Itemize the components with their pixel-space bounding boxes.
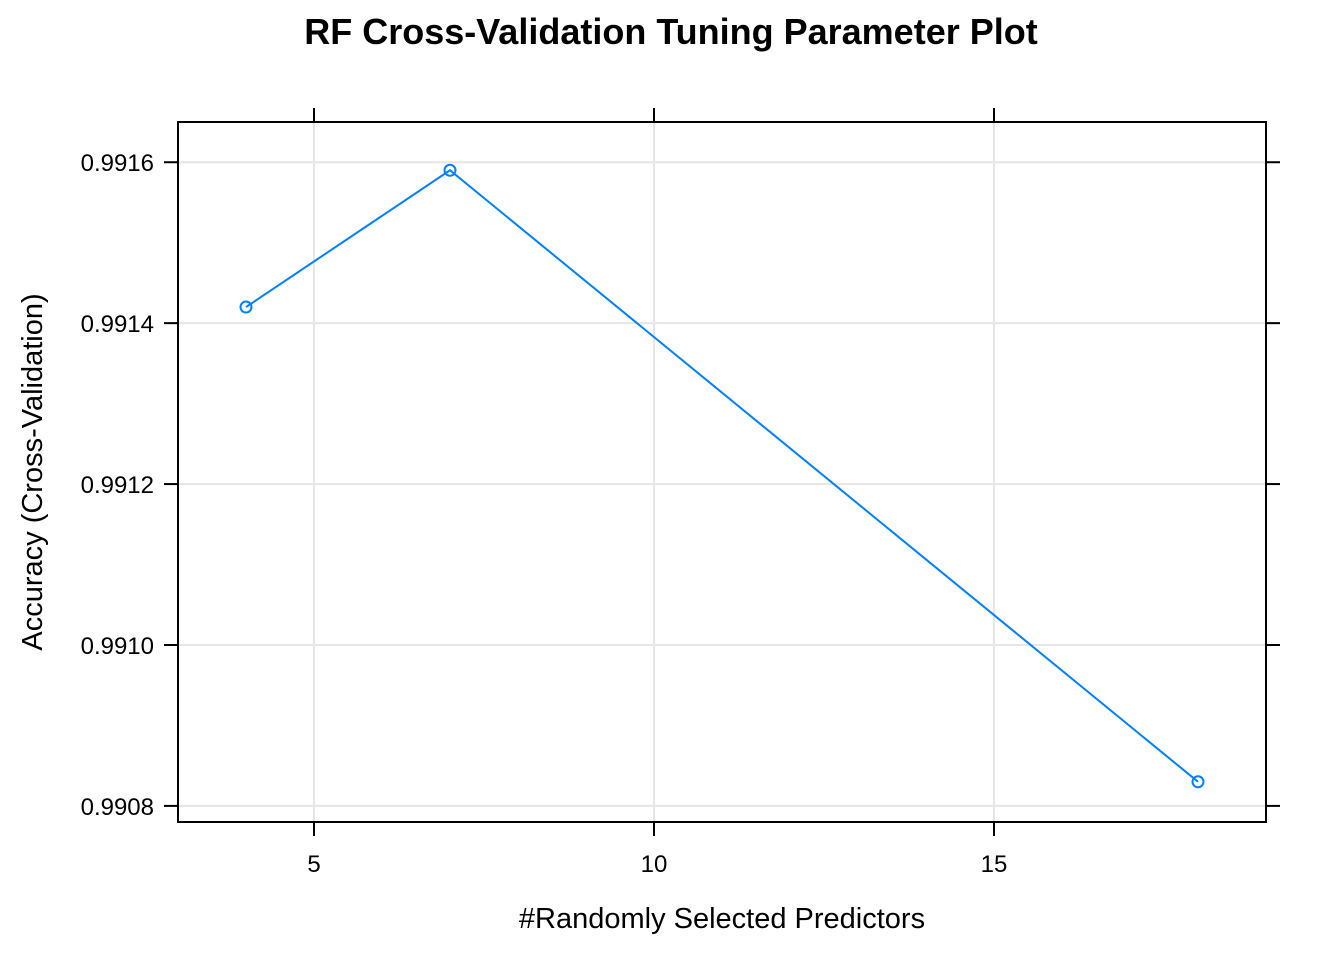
y-tick-label: 0.9912 — [81, 472, 154, 499]
y-axis-label: Accuracy (Cross-Validation) — [17, 293, 49, 650]
axis-ticks — [164, 108, 1280, 836]
series-line — [245, 169, 1199, 783]
tick-labels: 5 10 15 0.9908 0.9910 0.9912 0.9914 0.9916 — [81, 150, 1008, 878]
data-point — [443, 163, 457, 177]
x-axis-label: #Randomly Selected Predictors — [519, 903, 925, 935]
y-tick-label: 0.9908 — [81, 794, 154, 821]
chart-title: RF Cross-Validation Tuning Parameter Plo… — [304, 11, 1037, 52]
x-tick-label: 15 — [981, 851, 1008, 878]
x-tick-label: 10 — [641, 851, 668, 878]
plot-frame — [177, 121, 1267, 823]
data-point — [1191, 775, 1205, 789]
y-tick-label: 0.9910 — [81, 633, 154, 660]
data-point — [239, 300, 253, 314]
series-layer — [239, 163, 1205, 789]
y-tick-label: 0.9914 — [81, 311, 154, 338]
x-tick-label: 5 — [307, 851, 320, 878]
y-tick-label: 0.9916 — [81, 150, 154, 177]
grid-lines — [178, 122, 1266, 822]
